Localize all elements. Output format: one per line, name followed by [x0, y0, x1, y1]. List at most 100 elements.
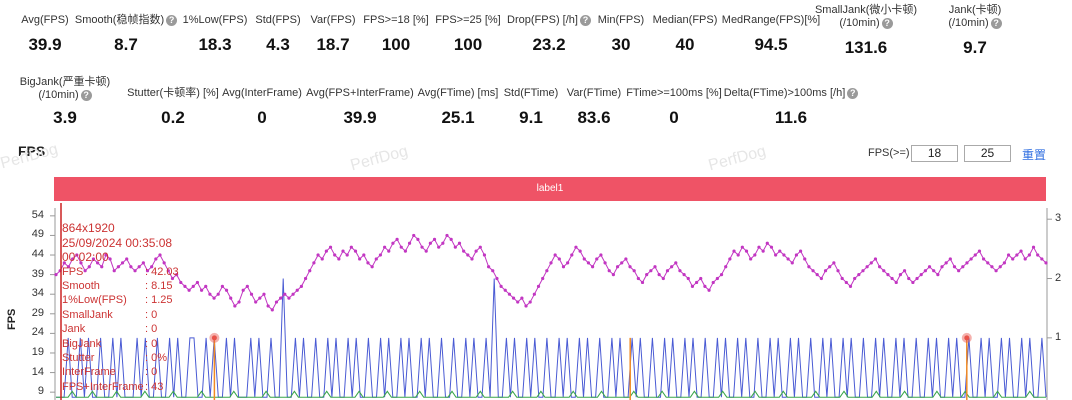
metric-label: Jank(卡顿)	[895, 4, 1055, 17]
metric-value: 100	[381, 35, 411, 54]
help-icon[interactable]: ?	[579, 14, 591, 26]
fps-point	[541, 276, 545, 281]
fps-point	[424, 249, 428, 253]
fps-point	[848, 284, 853, 288]
fps-point	[395, 237, 399, 241]
fps-point	[474, 249, 478, 253]
fps-point	[71, 257, 75, 261]
fps-point	[553, 253, 557, 257]
fps-point	[170, 276, 175, 281]
fps-point	[229, 296, 233, 300]
fps-threshold-input-2[interactable]	[964, 145, 1011, 162]
fps-point	[944, 261, 948, 265]
fps-point	[744, 249, 749, 253]
fps-point	[765, 241, 769, 245]
tooltip-value: : 42.03	[145, 265, 179, 278]
fps-point	[478, 245, 482, 249]
metric-label-text: Avg(FPS)	[21, 14, 69, 26]
jank-marker	[964, 335, 970, 341]
fps-point	[137, 265, 141, 269]
fps-point	[83, 269, 87, 273]
metric-metrics_row2-7: FTime>=100ms [%] 0	[594, 87, 754, 128]
metric-label: Delta(FTime)>100ms [/h]?	[711, 87, 871, 100]
metric-value: 0	[257, 108, 267, 127]
fps-point	[199, 288, 204, 292]
metric-metrics_row1-0: Avg(FPS) 39.9	[0, 14, 125, 55]
fps-point	[511, 296, 516, 300]
fps-point	[370, 265, 374, 269]
fps-point	[445, 233, 449, 238]
tooltip-value: : 8.15	[145, 279, 173, 292]
metric-metrics_row1-2: 1%Low(FPS) 18.3	[135, 14, 295, 55]
fps-point	[624, 257, 628, 261]
fps-point	[566, 261, 570, 265]
metric-label: Std(FTime)	[451, 87, 611, 100]
fps-point	[774, 253, 778, 257]
fps-point	[536, 284, 541, 288]
fps-point	[403, 249, 408, 253]
fps-point	[778, 249, 782, 253]
tooltip-value: : 0	[145, 323, 158, 336]
metric-label-text: Drop(FPS) [/h]	[507, 14, 578, 26]
fps-point	[961, 265, 965, 269]
fps-point	[990, 265, 994, 269]
metric-value: 131.6	[844, 38, 888, 57]
fps-point	[823, 269, 828, 273]
label-bar[interactable]: label1	[54, 177, 1046, 201]
metric-label-text: Avg(InterFrame)	[222, 87, 302, 99]
metric-label: Drop(FPS) [/h]?	[469, 14, 629, 27]
fps-point	[582, 257, 586, 261]
metric-metrics_row2-3: Avg(FPS+InterFrame) 39.9	[280, 87, 440, 128]
fps-point	[715, 276, 719, 281]
fps-point	[786, 257, 790, 261]
fps-point	[686, 276, 690, 281]
fps-point	[204, 284, 208, 288]
fps-point	[420, 245, 424, 249]
fps-point	[1011, 257, 1015, 261]
fps-point	[524, 304, 528, 308]
fps-point	[432, 237, 437, 241]
fps-point	[66, 265, 71, 269]
metric-label-text: SmallJank(微小卡顿)	[814, 4, 918, 16]
fps-point	[75, 253, 79, 257]
fps-point	[187, 288, 191, 292]
fps-point	[241, 288, 245, 292]
metric-label: Stutter(卡顿率) [%]	[93, 87, 253, 100]
fps-point	[907, 276, 911, 281]
reset-button[interactable]: 重置	[1022, 148, 1047, 162]
y-tick-label: 14	[31, 365, 44, 378]
fps-point	[358, 257, 362, 261]
fps-point	[287, 296, 291, 300]
metric-label-text: Std(FTime)	[503, 87, 559, 99]
fps-point	[125, 257, 129, 261]
fps-point	[828, 265, 832, 269]
fps-point	[104, 253, 108, 257]
fps-point	[699, 276, 703, 281]
tooltip-key: Jank	[62, 323, 86, 336]
metric-value: 11.6	[774, 108, 808, 127]
fps-point	[807, 265, 811, 269]
fps-point	[374, 257, 378, 261]
metric-value: 100	[453, 35, 483, 54]
help-icon[interactable]: ?	[990, 17, 1002, 29]
fps-point	[869, 261, 873, 265]
fps-point	[495, 276, 499, 281]
tooltip-row: BigJank: 0	[62, 337, 179, 351]
y-tick-label: 24	[31, 326, 44, 339]
fps-point	[599, 253, 603, 257]
fps-point	[894, 280, 898, 285]
help-icon[interactable]: ?	[881, 17, 893, 29]
help-icon[interactable]: ?	[166, 14, 178, 26]
help-icon[interactable]: ?	[80, 89, 92, 101]
fps-point	[811, 269, 815, 273]
fps-point	[890, 276, 894, 281]
help-icon[interactable]: ?	[847, 87, 859, 99]
fps-point	[295, 288, 299, 292]
metric-metrics_row1-4: Var(FPS) 18.7	[253, 14, 413, 55]
fps-point	[112, 269, 116, 273]
fps-point	[1040, 257, 1044, 261]
metric-value: 8.7	[114, 35, 138, 54]
fps-point	[349, 245, 353, 249]
fps-threshold-input-1[interactable]	[911, 145, 958, 162]
